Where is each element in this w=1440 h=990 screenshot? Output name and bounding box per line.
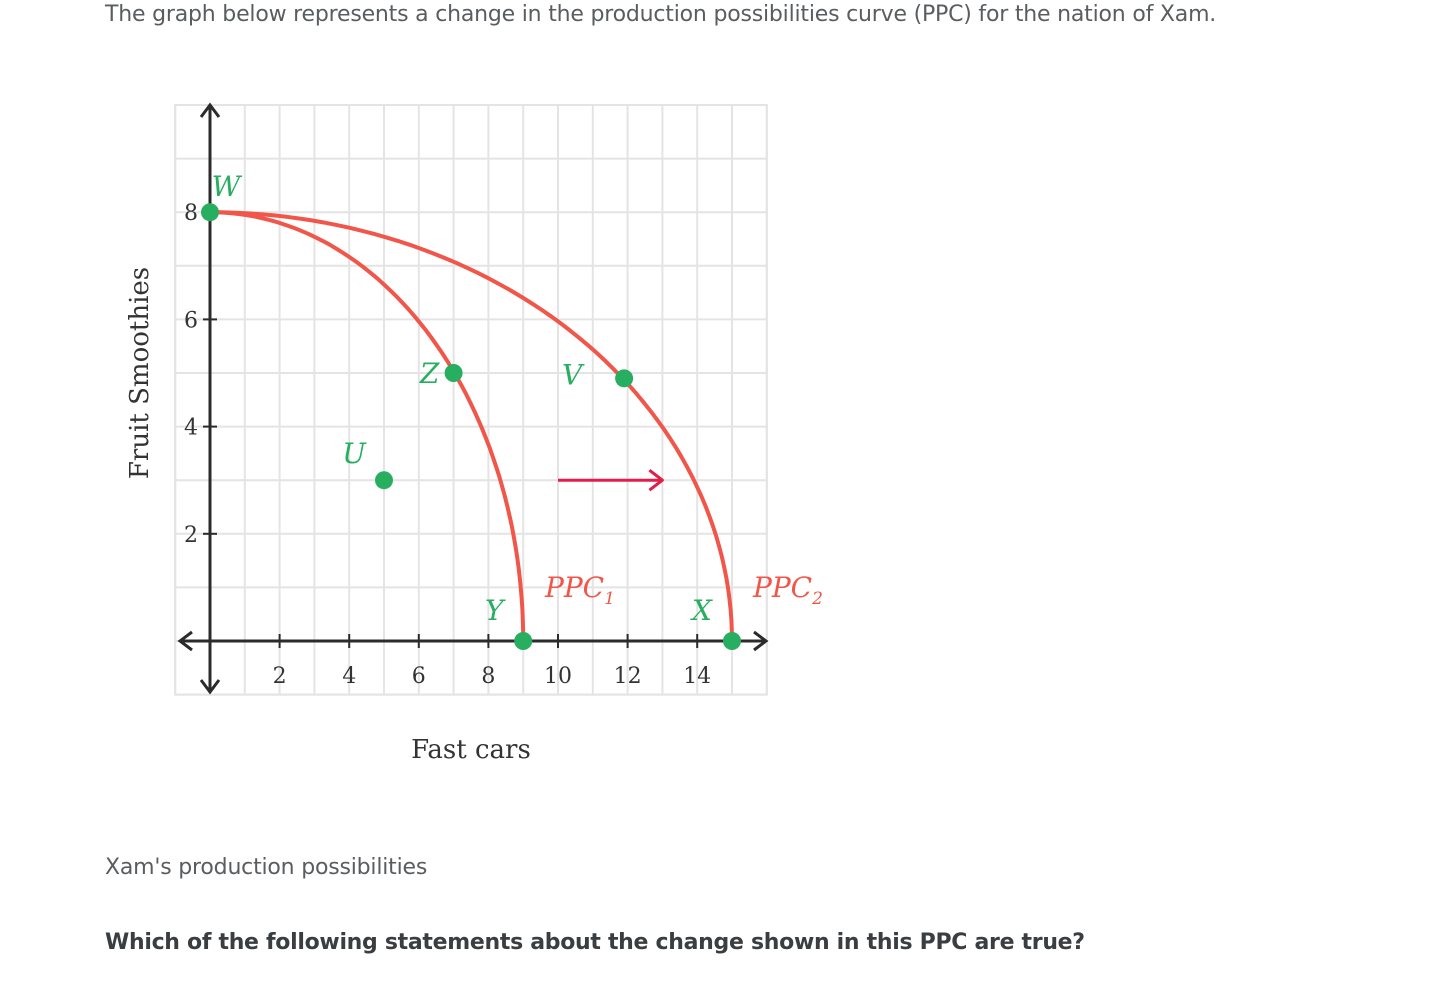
x-axis-arrow-left — [177, 630, 193, 652]
x-tick-label: 6 — [412, 664, 426, 689]
ppc-label-subscript: 1 — [604, 589, 615, 609]
y-tick-label: 2 — [184, 523, 198, 548]
x-tick-label: 4 — [342, 664, 356, 689]
ppc-label-name: PPC — [752, 571, 812, 604]
y-tick-label: 8 — [184, 201, 198, 226]
point-label-U: U — [342, 437, 367, 470]
point-label-Z: Z — [419, 357, 440, 390]
x-tick-label: 8 — [481, 664, 495, 689]
point-label-V: V — [562, 358, 585, 391]
point-V — [615, 369, 634, 388]
x-tick-label: 2 — [273, 664, 287, 689]
shift-arrow-head — [648, 469, 664, 492]
point-label-Y: Y — [485, 594, 506, 627]
x-tick-label: 10 — [544, 664, 572, 689]
ppc-curve-2 — [209, 210, 734, 642]
y-axis-arrow-up — [199, 102, 221, 118]
chart-caption: Xam's production possibilities — [105, 855, 428, 880]
ppc-label-name: PPC — [544, 571, 604, 604]
y-axis-title: Fruit Smoothies — [125, 267, 155, 479]
y-axis-arrow-down — [199, 679, 221, 695]
ppc-curve-1 — [209, 210, 526, 642]
x-axis-title: Fast cars — [411, 735, 531, 765]
ppc-curve-label-1: PPC1 — [544, 571, 615, 609]
question-text: Which of the following statements about … — [105, 930, 1085, 955]
point-Y — [514, 632, 533, 650]
ppc-label-subscript: 2 — [811, 589, 823, 609]
point-U — [375, 471, 393, 490]
y-tick-label: 6 — [184, 308, 198, 333]
x-axis-arrow-right — [753, 630, 769, 652]
point-label-X: X — [690, 594, 713, 627]
point-X — [723, 632, 741, 650]
point-label-W: W — [212, 170, 243, 203]
point-Z — [444, 364, 463, 382]
ppc-curve-label-2: PPC2 — [752, 571, 823, 609]
x-tick-label: 14 — [683, 664, 711, 689]
x-tick-label: 12 — [614, 664, 642, 689]
point-W — [201, 203, 219, 222]
intro-text: The graph below represents a change in t… — [105, 2, 1217, 27]
y-tick-label: 4 — [184, 416, 198, 441]
